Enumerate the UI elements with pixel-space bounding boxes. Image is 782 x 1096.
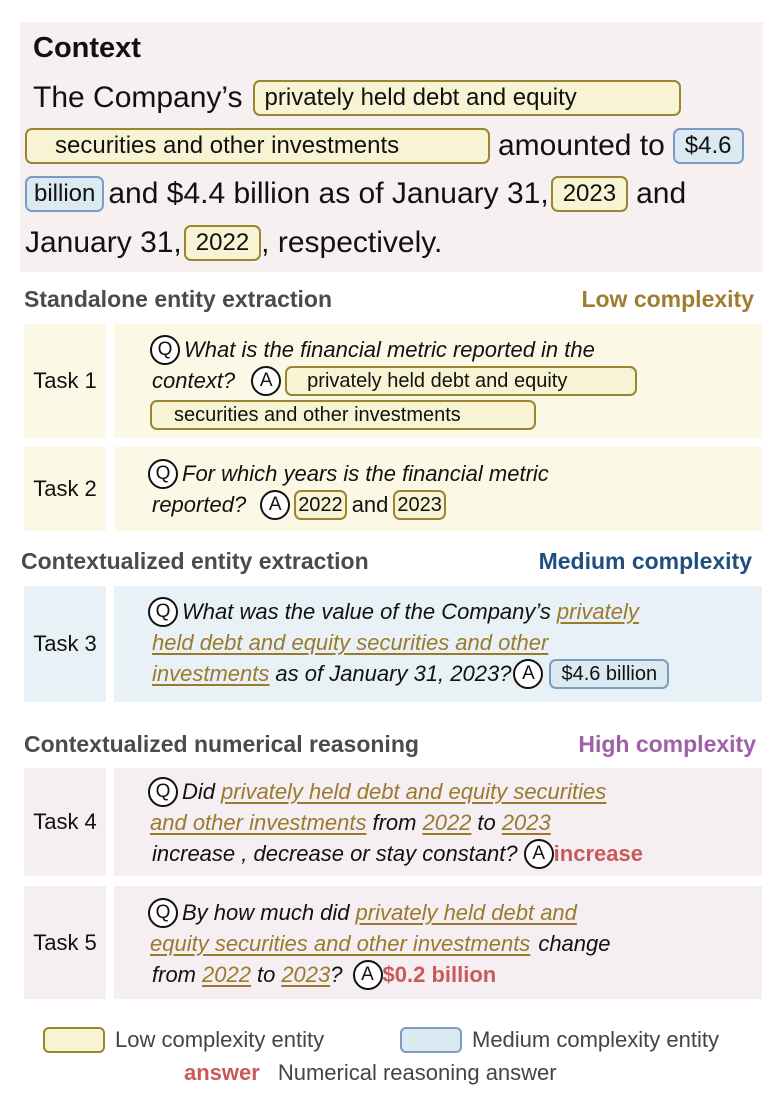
task-label: Task 2 xyxy=(24,447,106,531)
context-line-3: billion and $4.4 billion as of January 3… xyxy=(25,176,686,212)
question-text: Did xyxy=(182,779,216,804)
numerical-answer: increase xyxy=(553,841,643,866)
question-text: For which years is the financial metric xyxy=(182,461,549,486)
question-text: increase , decrease or stay constant? xyxy=(152,841,518,866)
context-title: Context xyxy=(33,32,141,64)
section-title: Standalone entity extraction xyxy=(24,286,333,312)
linked-entity: 2023 xyxy=(281,962,331,987)
low-entity: privately held debt and equity xyxy=(252,80,681,116)
low-entity: 2022 xyxy=(183,225,262,261)
legend-label: Medium complexity entity xyxy=(472,1027,719,1052)
linked-entity: 2022 xyxy=(202,962,251,987)
question-marker: Q xyxy=(148,596,178,627)
answer-marker: A xyxy=(513,658,544,689)
legend-low: Low complexity entity xyxy=(43,1027,324,1053)
answer-swatch: answer xyxy=(184,1060,260,1085)
task-label: Task 4 xyxy=(24,768,106,876)
legend-medium: Medium complexity entity xyxy=(400,1027,719,1053)
context-text: and $4.4 billion as of January 31, xyxy=(108,177,549,210)
legend-label: Low complexity entity xyxy=(115,1027,325,1052)
context-text: The Company’s xyxy=(33,81,243,114)
question-text: from xyxy=(372,810,417,835)
question-marker: Q xyxy=(148,776,178,807)
context-line-1: The Company’s privately held debt and eq… xyxy=(33,80,681,116)
linked-entity: investments xyxy=(152,661,270,686)
question-marker: Q xyxy=(150,334,180,365)
question-text: change xyxy=(538,931,611,956)
low-entity: securities and other investments xyxy=(150,400,536,430)
low-entity: privately held debt and equity xyxy=(285,365,638,396)
task-2-body: Q For which years is the financial metric… xyxy=(114,447,762,531)
linked-entity: held debt and equity securities and othe… xyxy=(152,630,549,655)
context-line-2: securities and other investments amounte… xyxy=(25,128,744,164)
section-title: Contextualized numerical reasoning xyxy=(24,731,419,757)
legend-label: Numerical reasoning answer xyxy=(277,1060,557,1085)
question-text: as of January 31, 2023? xyxy=(275,661,512,686)
answer-text: and xyxy=(351,492,389,517)
question-text: What is the financial metric reported in… xyxy=(184,337,595,362)
linked-entity: privately xyxy=(556,599,639,624)
answer-marker: A xyxy=(260,489,291,520)
linked-entity: privately held debt and xyxy=(355,900,577,925)
section-header-contextualized-extraction: Contextualized entity extraction Medium … xyxy=(0,548,782,578)
question-text: What was the value of the Company’s xyxy=(182,599,551,624)
medium-entity: billion xyxy=(25,176,105,212)
section-title: Contextualized entity extraction xyxy=(21,548,369,574)
question-text: context? xyxy=(152,368,236,393)
context-panel: Context The Company’s privately held deb… xyxy=(20,22,763,272)
question-marker: Q xyxy=(148,458,178,489)
medium-entity: $4.6 xyxy=(672,128,744,164)
task-label: Task 3 xyxy=(24,586,106,702)
complexity-label-low: Low complexity xyxy=(581,286,754,312)
low-entity: 2022 xyxy=(294,489,347,520)
linked-entity: equity securities and other investments xyxy=(150,931,531,956)
context-text: amounted to xyxy=(498,129,665,162)
question-text: to xyxy=(477,810,496,835)
task-label: Task 1 xyxy=(24,324,106,438)
low-entity: 2023 xyxy=(550,176,629,212)
complexity-label-high: High complexity xyxy=(578,731,756,757)
linked-entity: 2022 xyxy=(422,810,472,835)
linked-entity: 2023 xyxy=(501,810,551,835)
question-text: to xyxy=(256,962,276,987)
context-text: and xyxy=(636,177,687,210)
question-marker: Q xyxy=(148,897,178,928)
medium-entity-swatch xyxy=(400,1027,462,1053)
low-entity: securities and other investments xyxy=(25,128,490,164)
legend-answer: answer Numerical reasoning answer xyxy=(184,1060,557,1086)
numerical-answer: $0.2 billion xyxy=(382,962,497,987)
linked-entity: and other investments xyxy=(150,810,367,835)
task-1-body: Q What is the financial metric reported i… xyxy=(114,324,762,438)
context-text: January 31, xyxy=(25,226,182,259)
context-text: , respectively. xyxy=(261,226,443,259)
task-3-body: Q What was the value of the Company’s priv… xyxy=(114,586,762,702)
question-text: reported? xyxy=(152,492,247,517)
complexity-label-medium: Medium complexity xyxy=(538,548,752,574)
section-header-standalone: Standalone entity extraction Low complex… xyxy=(0,286,782,316)
answer-marker: A xyxy=(523,838,554,869)
question-text: ? xyxy=(330,962,343,987)
task-4-body: Q Did privately held debt and equity secur… xyxy=(114,768,762,876)
linked-entity: privately held debt and equity securitie… xyxy=(221,779,607,804)
context-line-4: January 31, 2022 , respectively. xyxy=(25,225,442,261)
task-label: Task 5 xyxy=(24,886,106,999)
low-entity: 2023 xyxy=(393,489,446,520)
answer-marker: A xyxy=(352,959,383,990)
low-entity-swatch xyxy=(43,1027,105,1053)
question-text: By how much did xyxy=(182,900,350,925)
answer-marker: A xyxy=(251,365,282,396)
section-header-numerical-reasoning: Contextualized numerical reasoning High … xyxy=(0,731,782,761)
task-5-body: Q By how much did privately held debt and … xyxy=(114,886,762,999)
question-text: from xyxy=(152,962,196,987)
medium-entity: $4.6 billion xyxy=(549,658,670,689)
